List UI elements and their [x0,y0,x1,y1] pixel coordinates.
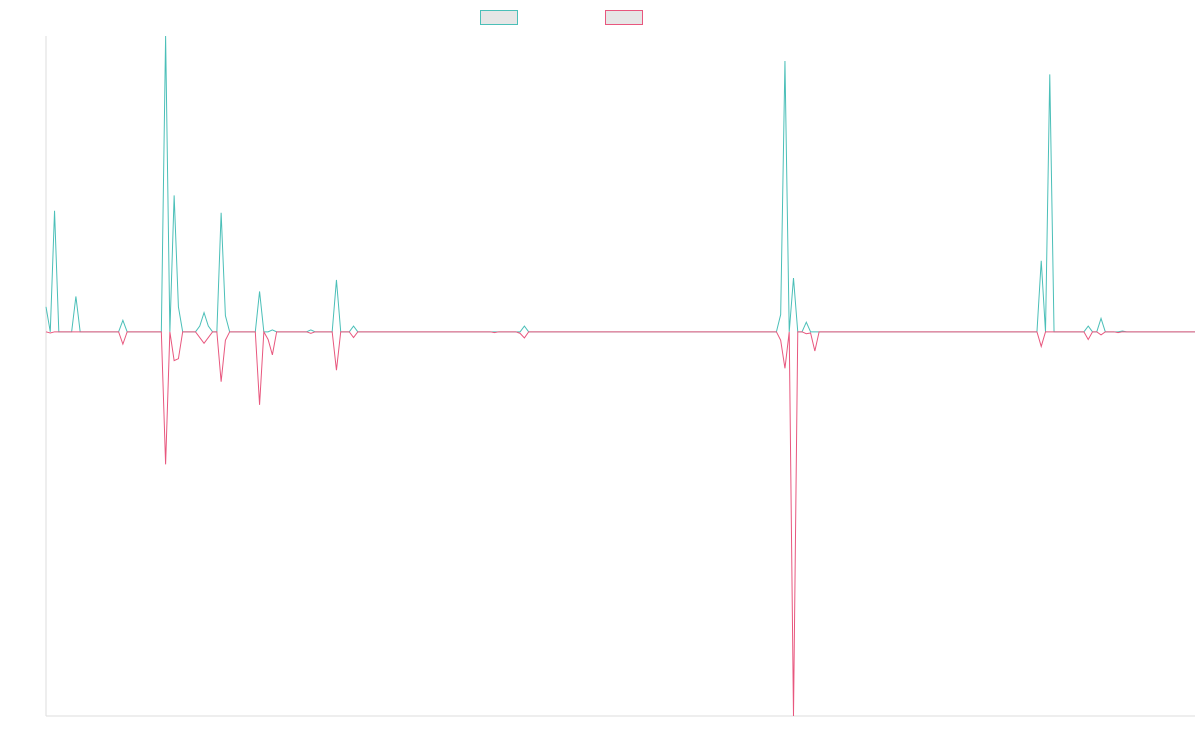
legend-swatch-teal[interactable] [480,10,518,25]
legend-swatch-pink[interactable] [605,10,643,25]
series-line-teal[interactable] [45,35,1195,333]
chart-series [45,35,1195,717]
chart-axes [45,36,1195,717]
series-line-pink[interactable] [45,330,1195,717]
